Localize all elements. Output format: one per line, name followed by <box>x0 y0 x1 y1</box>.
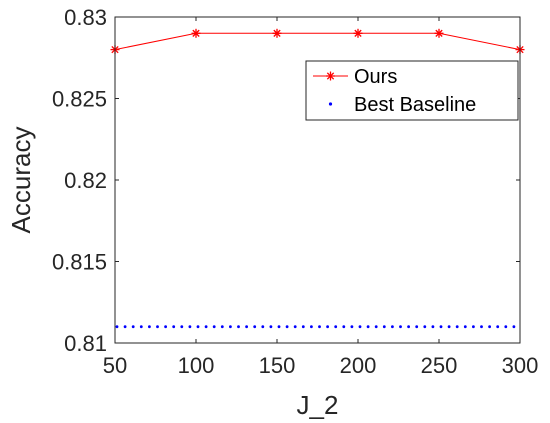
baseline-dot <box>447 325 451 329</box>
y-tick-label: 0.815 <box>52 250 107 275</box>
baseline-dot <box>293 325 297 329</box>
x-axis-label: J_2 <box>297 390 339 420</box>
baseline-dot <box>463 325 467 329</box>
baseline-dot <box>285 325 289 329</box>
baseline-dot <box>496 325 500 329</box>
legend-baseline-marker <box>328 102 333 106</box>
ours-line <box>114 32 521 51</box>
legend-ours-label: Ours <box>354 66 397 88</box>
ours-point <box>434 28 444 38</box>
baseline-dot <box>277 325 281 329</box>
y-tick-label: 0.82 <box>64 168 107 193</box>
baseline-dot <box>504 325 508 329</box>
baseline-dot <box>180 325 184 329</box>
ours-point <box>191 28 201 38</box>
x-tick-label: 150 <box>259 353 296 378</box>
legend: Ours Best Baseline <box>305 60 519 121</box>
baseline-dot <box>131 325 135 329</box>
y-tick-labels: 0.81 0.815 0.82 0.825 0.83 <box>52 5 107 356</box>
legend-baseline-label: Best Baseline <box>354 94 476 116</box>
baseline-dot <box>229 325 232 329</box>
y-tick-label: 0.83 <box>64 5 107 30</box>
baseline-dot <box>488 325 491 329</box>
baseline-dot <box>115 325 119 329</box>
x-tick-label: 300 <box>502 353 539 378</box>
baseline-dot <box>212 325 216 329</box>
baseline-dot <box>237 325 240 329</box>
baseline-dot <box>374 325 378 329</box>
baseline-dot <box>342 325 346 329</box>
ours-point <box>353 28 363 38</box>
baseline-dot <box>399 325 402 329</box>
y-tick-label: 0.81 <box>64 331 107 356</box>
baseline-dot <box>391 325 394 329</box>
baseline-dot <box>204 325 208 329</box>
baseline-dot <box>301 325 305 329</box>
x-tick-label: 250 <box>421 353 458 378</box>
legend-box <box>305 60 519 121</box>
baseline-dot <box>334 325 338 329</box>
baseline-dot <box>480 325 483 329</box>
x-tick-label: 100 <box>178 353 215 378</box>
y-tick-label: 0.825 <box>52 87 107 112</box>
baseline-dot <box>423 325 427 329</box>
baseline-dot <box>245 325 249 329</box>
baseline-dot <box>310 325 313 329</box>
baseline-dot <box>269 325 273 329</box>
y-axis-label: Accuracy <box>6 127 36 234</box>
legend-ours-marker <box>326 71 335 81</box>
baseline-dot <box>407 325 410 329</box>
ours-point <box>272 28 282 38</box>
baseline-dot <box>439 325 443 329</box>
baseline-dot <box>164 325 168 329</box>
baseline-dot <box>261 325 265 329</box>
baseline-dot <box>172 325 176 329</box>
baseline-dot <box>358 325 362 329</box>
baseline-dot <box>139 325 143 329</box>
plot-frame <box>114 16 521 344</box>
x-tick-label: 50 <box>103 353 127 378</box>
baseline-dot <box>415 325 419 329</box>
baseline-dot <box>253 325 257 329</box>
baseline-dot <box>382 325 386 329</box>
baseline-dot <box>220 325 224 329</box>
baseline-dot <box>512 325 516 329</box>
baseline-dot <box>350 325 354 329</box>
baseline-dot <box>188 325 192 329</box>
baseline-dot <box>431 325 435 329</box>
baseline-dot <box>148 325 151 329</box>
x-tick-labels: 50 100 150 200 250 300 <box>103 353 539 378</box>
baseline-dot <box>472 325 475 329</box>
baseline-dot <box>196 325 200 329</box>
baseline-dot <box>455 325 459 329</box>
baseline-dot <box>156 325 159 329</box>
baseline-dot <box>123 325 127 329</box>
baseline-dot <box>326 325 329 329</box>
legend-baseline-dot <box>328 102 333 106</box>
x-tick-label: 200 <box>340 353 377 378</box>
series-best-baseline <box>115 325 516 329</box>
legend-ours-asterisk <box>326 71 335 81</box>
baseline-dot <box>366 325 370 329</box>
baseline-dot <box>318 325 321 329</box>
